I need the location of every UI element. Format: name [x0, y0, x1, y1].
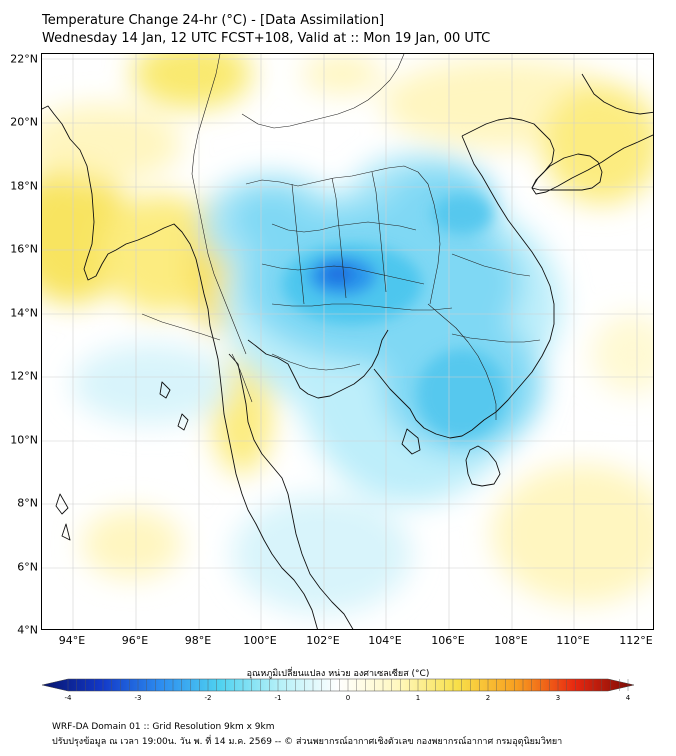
lat-label-14n: 14°N — [10, 306, 38, 320]
lat-label-4n: 4°N — [17, 623, 38, 637]
lon-label-102e: 102°E — [306, 634, 340, 647]
title-line-1: Temperature Change 24-hr (°C) - [Data As… — [42, 13, 385, 28]
colorbar-tick: 0 — [345, 694, 351, 702]
colorbar-ramp — [41, 678, 635, 692]
lon-label-104e: 104°E — [368, 634, 402, 647]
colorbar-tick: -4 — [64, 694, 72, 702]
lon-label-108e: 108°E — [494, 634, 528, 647]
lat-label-10n: 10°N — [10, 433, 38, 447]
colorbar-label: อุณหภูมิเปลี่ยนแปลง หน่วย องศาเซลเซียส (… — [246, 669, 430, 679]
coastlines — [42, 73, 653, 629]
footer-line-2: ปรับปรุงข้อมูล ณ เวลา 19:00น. วัน พ. ที่… — [52, 737, 563, 747]
lat-label-12n: 12°N — [10, 369, 38, 383]
colorbar-tick: -3 — [134, 694, 142, 702]
lat-label-6n: 6°N — [17, 560, 38, 574]
footer-line-1: WRF-DA Domain 01 :: Grid Resolution 9km … — [52, 722, 275, 732]
colorbar-tick: 1 — [415, 694, 421, 702]
lon-label-96e: 96°E — [121, 634, 149, 647]
lat-label-18n: 18°N — [10, 179, 38, 193]
figure-title: Temperature Change 24-hr (°C) - [Data As… — [42, 12, 490, 48]
graticule — [42, 54, 653, 629]
colorbar-tick: 3 — [555, 694, 561, 702]
colorbar-tick: 4 — [625, 694, 631, 702]
colorbar-ticks: -4 -3 -2 -1 0 1 2 3 4 — [0, 694, 676, 706]
footer: WRF-DA Domain 01 :: Grid Resolution 9km … — [52, 720, 562, 750]
colorbar-tick: 2 — [485, 694, 491, 702]
colorbar-tick: -2 — [204, 694, 212, 702]
lon-label-100e: 100°E — [243, 634, 277, 647]
lon-label-94e: 94°E — [58, 634, 86, 647]
colorbar-ticklines — [67, 679, 629, 691]
title-line-2: Wednesday 14 Jan, 12 UTC FCST+108, Valid… — [42, 31, 491, 46]
lat-label-8n: 8°N — [17, 496, 38, 510]
admin-boundaries — [141, 54, 541, 420]
lon-label-110e: 110°E — [556, 634, 590, 647]
colorbar-tick: -1 — [274, 694, 282, 702]
lon-label-98e: 98°E — [184, 634, 212, 647]
lat-label-22n: 22°N — [10, 52, 38, 66]
lon-label-106e: 106°E — [431, 634, 465, 647]
lat-label-20n: 20°N — [10, 115, 38, 129]
lon-label-112e: 112°E — [619, 634, 653, 647]
colorbar — [41, 678, 635, 692]
field-anomaly-core — [282, 194, 507, 439]
map-panel — [41, 53, 654, 630]
temperature-change-field — [42, 54, 653, 629]
lat-label-16n: 16°N — [10, 242, 38, 256]
